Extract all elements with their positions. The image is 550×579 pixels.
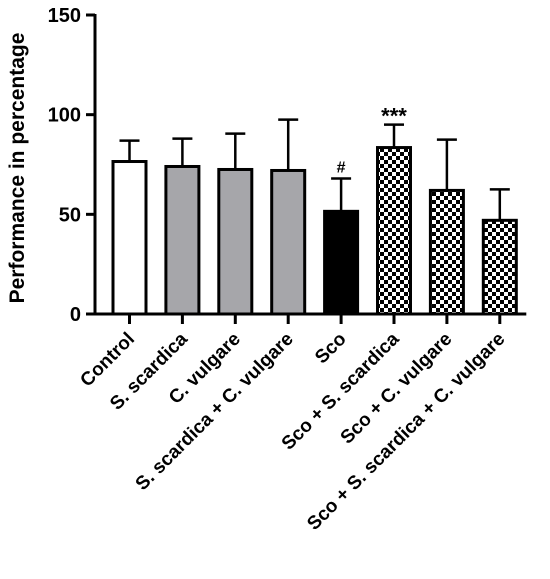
- bar: [111, 160, 148, 316]
- y-axis-label: Performance in percentage: [6, 33, 29, 304]
- bar: [270, 168, 307, 316]
- bar: [481, 218, 518, 316]
- y-tick-label: 50: [59, 204, 81, 226]
- bar: [428, 188, 465, 316]
- x-tick-label: Sco: [311, 329, 350, 368]
- bar: [217, 167, 254, 316]
- bar: [323, 209, 360, 316]
- significance-annotation: ***: [381, 104, 407, 129]
- bars: # ***: [111, 104, 518, 316]
- bar: [376, 146, 412, 316]
- y-tick-label: 150: [48, 5, 81, 27]
- bar: [164, 164, 201, 316]
- y-tick-label: 0: [70, 304, 81, 326]
- significance-annotation: #: [337, 159, 346, 176]
- y-tick-label: 100: [48, 105, 81, 127]
